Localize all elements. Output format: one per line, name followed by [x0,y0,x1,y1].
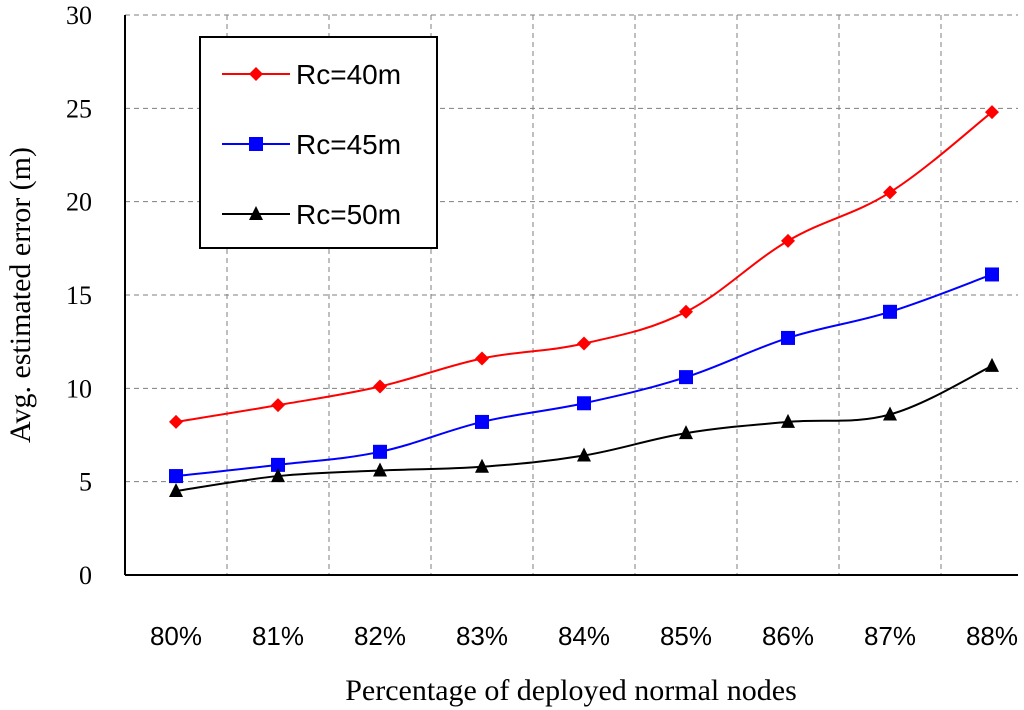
y-tick-label: 0 [79,561,92,590]
x-tick-labels: 80% 81% 82% 83% 84% 85% 86% 87% 88% [150,621,1018,651]
x-tick-label: 88% [966,621,1018,651]
data-point [169,414,183,429]
legend-label: Rc=40m [296,59,401,90]
data-point [781,413,795,428]
data-point [985,267,999,282]
data-point [985,357,999,372]
data-point [577,396,591,411]
data-point [373,379,387,394]
x-tick-label: 81% [252,621,304,651]
legend: Rc=40m Rc=45m Rc=50m [199,36,438,249]
y-tick-label: 20 [66,188,92,217]
y-tick-label: 5 [79,468,92,497]
data-point [271,457,285,472]
series-0 [169,105,999,429]
x-tick-label: 83% [456,621,508,651]
data-point [883,406,897,421]
x-axis-label: Percentage of deployed normal nodes [345,674,797,707]
data-point [781,233,795,248]
data-point [475,351,489,366]
legend-marker [249,206,263,220]
legend-box [199,36,438,249]
data-point [373,462,387,477]
data-point [169,469,183,484]
data-point [679,370,693,385]
data-point [679,304,693,319]
legend-marker [249,67,263,81]
x-tick-label: 84% [558,621,610,651]
y-tick-label: 25 [66,94,92,123]
y-tick-label: 10 [66,374,92,403]
data-point [883,304,897,319]
legend-label: Rc=50m [296,199,401,230]
y-tick-label: 15 [66,281,92,310]
data-point [271,468,285,483]
data-point [883,185,897,200]
series-1 [169,267,999,484]
legend-entry: Rc=50m [222,199,401,230]
legend-entry: Rc=40m [222,59,401,90]
data-point [475,458,489,473]
series-lines [169,105,999,497]
data-point [373,444,387,459]
data-point [985,105,999,120]
legend-label: Rc=45m [296,129,401,160]
x-tick-label: 87% [864,621,916,651]
legend-entries: Rc=40m Rc=45m Rc=50m [222,59,401,230]
x-tick-label: 82% [354,621,406,651]
legend-entry: Rc=45m [222,129,401,160]
legend-marker [249,137,263,151]
data-point [169,483,183,497]
data-point [679,425,693,440]
series-2 [169,357,999,497]
x-tick-label: 80% [150,621,202,651]
data-point [577,447,591,462]
y-tick-label: 30 [66,1,92,30]
y-axis-label: Avg. estimated error (m) [4,147,37,443]
x-tick-label: 85% [660,621,712,651]
data-point [271,398,285,413]
data-point [781,330,795,345]
y-tick-labels: 0 5 10 15 20 25 30 [66,1,92,590]
data-point [475,414,489,429]
data-point [577,336,591,351]
x-tick-label: 86% [762,621,814,651]
